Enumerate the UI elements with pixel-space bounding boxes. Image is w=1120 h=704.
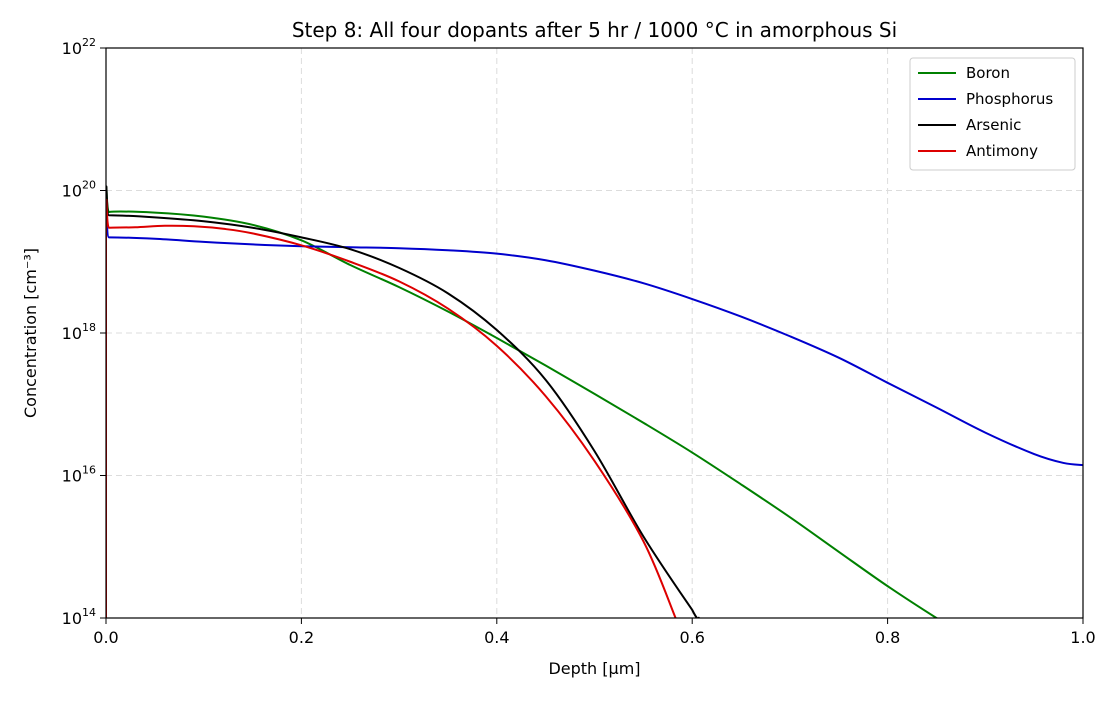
legend-label: Arsenic — [966, 116, 1021, 134]
series-lines — [106, 185, 1083, 618]
y-tick-exponent: 14 — [82, 606, 96, 619]
series-line-antimony — [106, 198, 677, 618]
x-tick-label: 1.0 — [1070, 628, 1095, 647]
x-tick-label: 0.6 — [679, 628, 704, 647]
series-line-arsenic — [106, 185, 700, 618]
y-tick-label: 1014 — [62, 606, 96, 628]
y-tick-base: 10 — [62, 182, 82, 201]
x-tick-label: 0.2 — [289, 628, 314, 647]
y-tick-base: 10 — [62, 39, 82, 58]
legend-label: Boron — [966, 64, 1010, 82]
y-tick-exponent: 22 — [82, 36, 96, 49]
y-tick-base: 10 — [62, 467, 82, 486]
series-line-phosphorus — [106, 209, 1083, 618]
legend-box — [909, 57, 1076, 171]
y-tick-label: 1018 — [62, 321, 96, 343]
y-tick-label: 1016 — [62, 464, 96, 486]
legend-label: Phosphorus — [966, 90, 1053, 108]
y-tick-exponent: 18 — [82, 321, 96, 334]
y-tick-exponent: 16 — [82, 464, 96, 477]
y-tick-base: 10 — [62, 324, 82, 343]
legend: Boron Phosphorus Arsenic Antimony — [909, 57, 1076, 171]
y-axis-label: Concentration [cm⁻³] — [21, 248, 40, 418]
y-tick-label: 1022 — [62, 36, 96, 58]
x-tick-label: 0.0 — [93, 628, 118, 647]
legend-label: Antimony — [966, 142, 1038, 160]
x-axis-ticks: 0.0 0.2 0.4 0.6 0.8 1.0 — [93, 618, 1096, 647]
x-tick-label: 0.8 — [875, 628, 900, 647]
y-tick-label: 1020 — [62, 179, 96, 201]
chart-title: Step 8: All four dopants after 5 hr / 10… — [292, 18, 897, 42]
grid-lines — [106, 48, 1083, 618]
x-tick-label: 0.4 — [484, 628, 509, 647]
y-tick-exponent: 20 — [82, 179, 96, 192]
y-tick-base: 10 — [62, 609, 82, 628]
x-axis-label: Depth [μm] — [548, 659, 640, 678]
series-line-boron — [106, 186, 939, 618]
